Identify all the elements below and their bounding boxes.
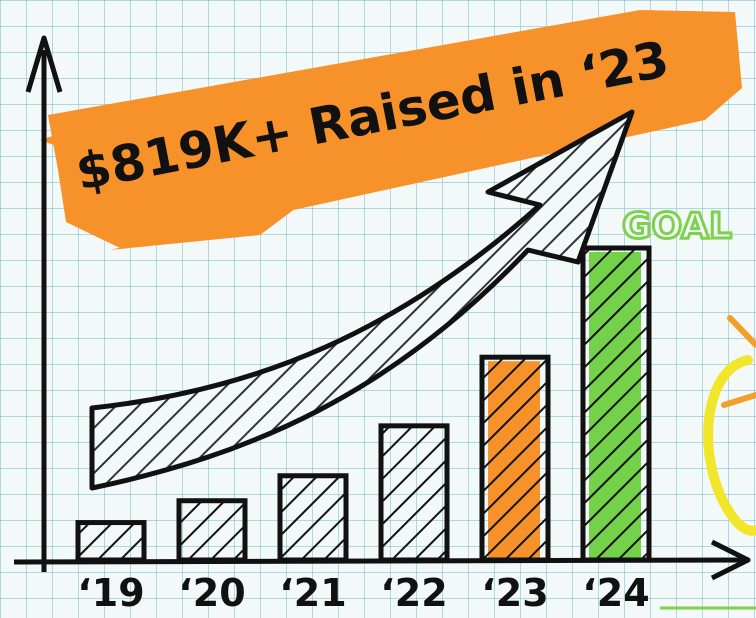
x-tick-label: ‘21 — [279, 571, 346, 615]
bar-series — [75, 245, 652, 563]
goal-label: GOAL — [622, 206, 732, 247]
bar-3 — [277, 473, 349, 563]
bar-4 — [378, 423, 450, 563]
headline-banner — [40, 10, 742, 250]
x-tick-label: ‘22 — [380, 571, 447, 615]
x-tick-label: ‘19 — [77, 571, 144, 615]
growth-arrow-icon — [89, 109, 635, 491]
x-tick-label: ‘23 — [481, 571, 548, 615]
yellow-accent-scribble — [703, 315, 756, 536]
bar-1 — [75, 520, 147, 563]
x-tick-label: ‘20 — [178, 571, 245, 615]
bar-2 — [176, 498, 248, 563]
bar-5 — [479, 354, 551, 563]
y-axis — [25, 35, 63, 572]
x-tick-labels: ‘19 ‘20 ‘21 ‘22 ‘23 ‘24 — [77, 571, 649, 615]
bar-6 — [580, 245, 652, 563]
x-tick-label: ‘24 — [582, 571, 649, 615]
